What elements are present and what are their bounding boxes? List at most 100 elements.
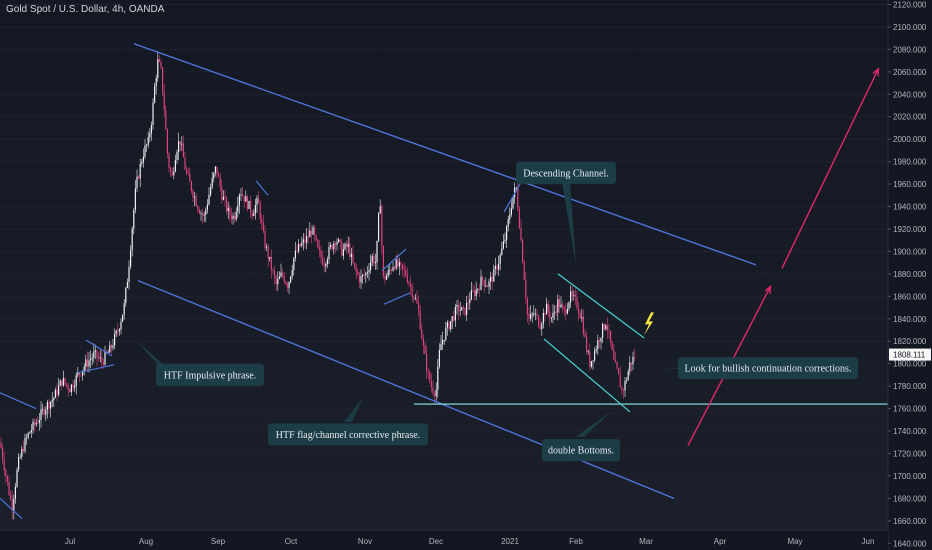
candle-body: [494, 265, 496, 269]
candle-body: [541, 323, 543, 329]
x-tick-label: Jul: [65, 537, 75, 546]
candle-body: [333, 243, 335, 250]
candle-body: [574, 295, 576, 297]
candle-body: [85, 359, 87, 367]
candle-body: [158, 59, 160, 62]
callout-box[interactable]: [156, 363, 264, 386]
candle-body: [30, 430, 32, 433]
candle-body: [142, 156, 144, 163]
candle-body: [450, 321, 452, 330]
callout-box[interactable]: [268, 423, 428, 446]
candle-body: [184, 157, 186, 170]
candle-body: [304, 239, 306, 243]
candle-body: [582, 316, 584, 334]
candle-body: [251, 212, 253, 217]
candle-body: [139, 163, 141, 179]
callout-box[interactable]: [542, 439, 620, 462]
candle-body: [32, 421, 34, 431]
candle-body: [453, 316, 455, 321]
candle-body: [307, 236, 309, 238]
candle-body: [165, 110, 167, 130]
forecast-arrow[interactable]: [781, 70, 878, 269]
candle-body: [421, 329, 423, 339]
candle-body: [430, 381, 432, 388]
micro-channel-line[interactable]: [77, 364, 115, 374]
candle-body: [499, 254, 501, 264]
candle-body: [555, 311, 557, 313]
candle-body: [144, 145, 146, 157]
candle-body: [549, 311, 551, 319]
candle-body: [368, 269, 370, 273]
candle-body: [594, 350, 596, 361]
inner-channel-upper-line[interactable]: [557, 273, 645, 339]
micro-channel-line[interactable]: [383, 292, 411, 305]
candle-body: [509, 214, 511, 220]
candle-body: [178, 141, 180, 153]
candle-body: [461, 307, 463, 311]
candle-body: [18, 457, 20, 470]
y-tick-label: 1800.000: [893, 360, 927, 369]
candle-body: [491, 276, 493, 282]
candle-body: [115, 330, 117, 335]
candle-body: [482, 276, 484, 281]
candle-body: [354, 262, 356, 267]
candle-body: [562, 304, 564, 308]
candle-body: [538, 315, 540, 327]
micro-channel-line[interactable]: [503, 183, 521, 213]
candle-body: [547, 303, 549, 312]
candle-body: [173, 171, 175, 176]
candle-body: [187, 173, 189, 174]
y-tick-label: 1840.000: [893, 315, 927, 324]
callout-box[interactable]: [678, 357, 858, 380]
candle-body: [624, 381, 626, 391]
time-axis[interactable]: [0, 530, 888, 550]
candle-body: [398, 262, 400, 267]
candle-body: [426, 353, 428, 372]
micro-channel-line[interactable]: [0, 497, 23, 520]
price-axis[interactable]: [888, 0, 932, 550]
candle-body: [405, 270, 407, 276]
inner-channel-lower-line[interactable]: [543, 338, 631, 413]
y-tick-label: 2000.000: [893, 135, 927, 144]
candle-body: [8, 481, 10, 495]
micro-channel-line[interactable]: [255, 180, 269, 196]
y-tick-label: 1660.000: [893, 517, 927, 526]
candle-body: [622, 389, 624, 391]
candle-body: [518, 209, 520, 228]
candle-body: [98, 357, 100, 359]
candle-body: [515, 187, 517, 189]
candle-body: [275, 277, 277, 285]
micro-channel-line[interactable]: [381, 248, 407, 271]
candle-body: [411, 286, 413, 297]
candle-body: [427, 371, 429, 373]
candle-body: [542, 313, 544, 324]
candle-body: [88, 360, 90, 367]
candle-body: [160, 61, 162, 68]
candle-body: [477, 288, 479, 290]
candle-body: [510, 208, 512, 215]
candle-body: [589, 351, 591, 367]
candle-body: [219, 176, 221, 187]
candle-body: [458, 304, 460, 311]
candle-body: [171, 171, 173, 176]
candle-body: [488, 281, 490, 287]
x-tick-label: May: [787, 537, 802, 546]
candle-body: [590, 360, 592, 367]
annotations: HTF Impulsive phrase. HTF flag/channel co…: [136, 161, 858, 462]
last-price-tag[interactable]: [889, 348, 931, 361]
candle-body: [387, 270, 389, 276]
channel-upper-line[interactable]: [133, 43, 757, 266]
candle-body: [21, 448, 23, 457]
callout-text: HTF Impulsive phrase.: [164, 370, 257, 381]
candle-body: [203, 214, 205, 216]
candle-body: [389, 270, 391, 271]
channel-lower-line[interactable]: [137, 279, 675, 500]
candle-body: [370, 262, 372, 270]
micro-channel-line[interactable]: [85, 339, 113, 357]
candle-body: [123, 303, 125, 315]
callout-box[interactable]: [516, 161, 616, 184]
micro-channel-line[interactable]: [0, 392, 37, 410]
candle-body: [102, 361, 104, 365]
